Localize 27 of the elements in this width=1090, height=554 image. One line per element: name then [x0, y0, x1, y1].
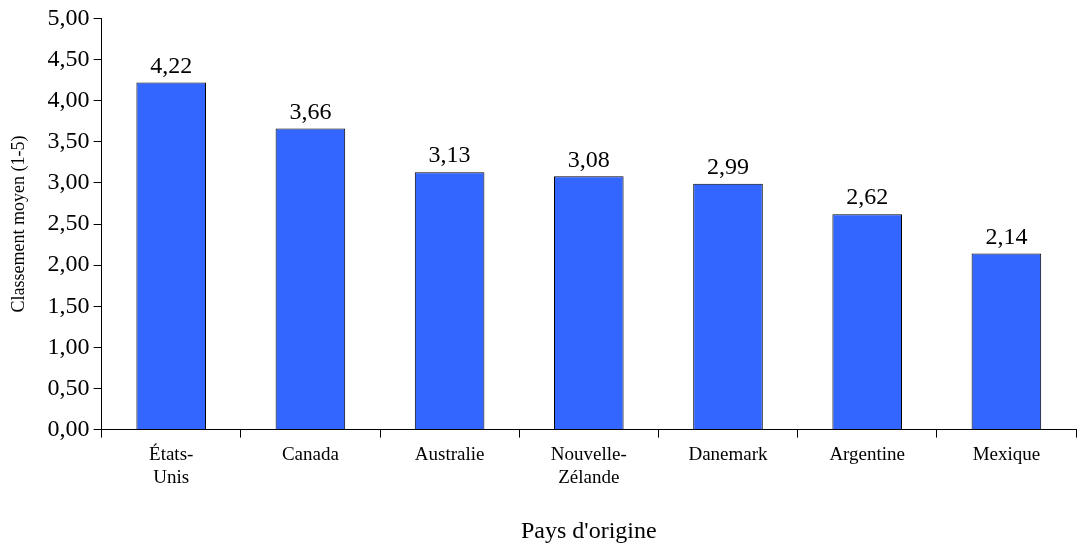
y-tick-label: 4,00: [47, 85, 90, 112]
x-tick-label: Danemark: [688, 442, 769, 464]
x-tick-label: Nouvelle-Zélande: [550, 442, 627, 487]
y-tick-label: 4,50: [47, 44, 90, 71]
y-axis-title: Classement moyen (1-5): [7, 135, 29, 313]
x-tick-label: Canada: [281, 442, 340, 464]
data-label: 3,13: [428, 141, 471, 168]
y-tick-label: 3,50: [47, 127, 90, 154]
x-tick-label: Mexique: [972, 442, 1041, 464]
data-label: 2,99: [707, 153, 749, 179]
y-tick-label: 0,00: [47, 414, 90, 441]
data-label: 2,62: [846, 183, 889, 210]
data-label: 2,14: [985, 222, 1028, 249]
y-tick-label: 1,00: [47, 332, 90, 359]
y-tick-label: 3,00: [47, 168, 90, 195]
x-tick-label: Argentine: [829, 442, 906, 464]
data-label: 3,66: [289, 97, 332, 124]
y-tick-label: 5,00: [47, 3, 90, 30]
y-tick-label: 0,50: [47, 373, 90, 400]
y-tick-label: 1,50: [47, 291, 90, 318]
x-axis-title: Pays d'origine: [520, 516, 657, 543]
data-label: 4,22: [150, 51, 193, 78]
data-label: 3,08: [567, 145, 610, 172]
x-tick-label: Australie: [414, 442, 485, 464]
x-tick-label: États-Unis: [149, 442, 194, 487]
y-tick-label: 2,00: [47, 250, 90, 277]
y-tick-label: 2,50: [47, 209, 90, 236]
